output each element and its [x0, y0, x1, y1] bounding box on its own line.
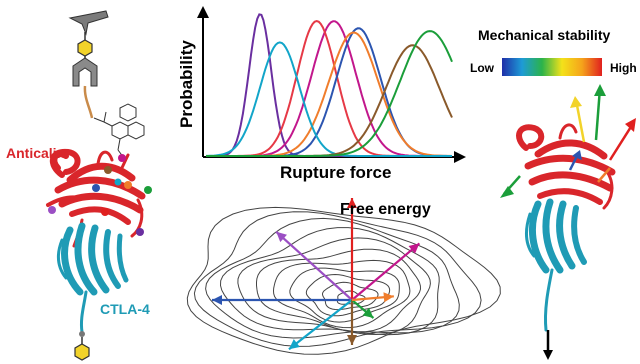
distribution-curve-6 — [206, 41, 452, 157]
energy-contour-7 — [237, 237, 431, 336]
energy-contour-11 — [186, 206, 501, 355]
unfolding-arrows — [212, 198, 421, 351]
ctla4-label: CTLA-4 — [100, 301, 150, 317]
stability-colorbar — [502, 58, 602, 76]
unfolding-arrow-5 — [288, 299, 353, 351]
unfolding-arrow-3 — [347, 198, 357, 300]
unfolding-arrow-6 — [347, 300, 357, 345]
energy-contour-8 — [219, 227, 440, 336]
unfolding-arrow-1 — [212, 295, 352, 305]
anticalin-label: Anticalin — [6, 145, 65, 161]
energy-contours — [186, 206, 501, 355]
y-axis-label: Probability — [177, 40, 196, 128]
distribution-curves — [206, 13, 453, 157]
chemical-linker-icon — [93, 103, 145, 159]
left-construct: Anticalin CTLA-4 — [6, 10, 152, 361]
energy-contour-10 — [193, 211, 482, 347]
low-label: Low — [470, 61, 495, 75]
unfolding-arrow-4 — [351, 242, 421, 301]
distribution-curve-8 — [206, 30, 453, 157]
dock-icon — [72, 57, 98, 87]
stability-title: Mechanical stability — [478, 27, 610, 43]
ctla4-structure-right — [525, 198, 587, 332]
unfolding-arrow-2 — [275, 230, 353, 301]
energy-contour-6 — [256, 248, 422, 333]
ctla4-structure — [57, 222, 129, 334]
stability-arrows — [500, 84, 636, 360]
unfolding-arrow-7 — [351, 299, 375, 319]
bottom-hexagon-icon — [74, 343, 90, 361]
afm-tip-icon — [68, 10, 109, 36]
free-energy-label: Free energy — [340, 201, 431, 218]
linker-hexagon-icon — [77, 39, 93, 57]
high-label: High — [610, 61, 637, 75]
free-energy-landscape: Free energy — [186, 198, 501, 355]
mechanical-stability-panel: Mechanical stability Low High — [470, 27, 637, 360]
rupture-force-plot: Probability Rupture force — [177, 6, 466, 182]
anticalin-structure-right — [516, 123, 616, 210]
attachment-points — [48, 154, 152, 236]
energy-contour-5 — [272, 259, 411, 329]
unfolding-arrow-8 — [351, 292, 394, 303]
energy-contour-9 — [205, 217, 460, 339]
energy-contour-3 — [305, 273, 391, 317]
x-axis-label: Rupture force — [280, 163, 391, 182]
